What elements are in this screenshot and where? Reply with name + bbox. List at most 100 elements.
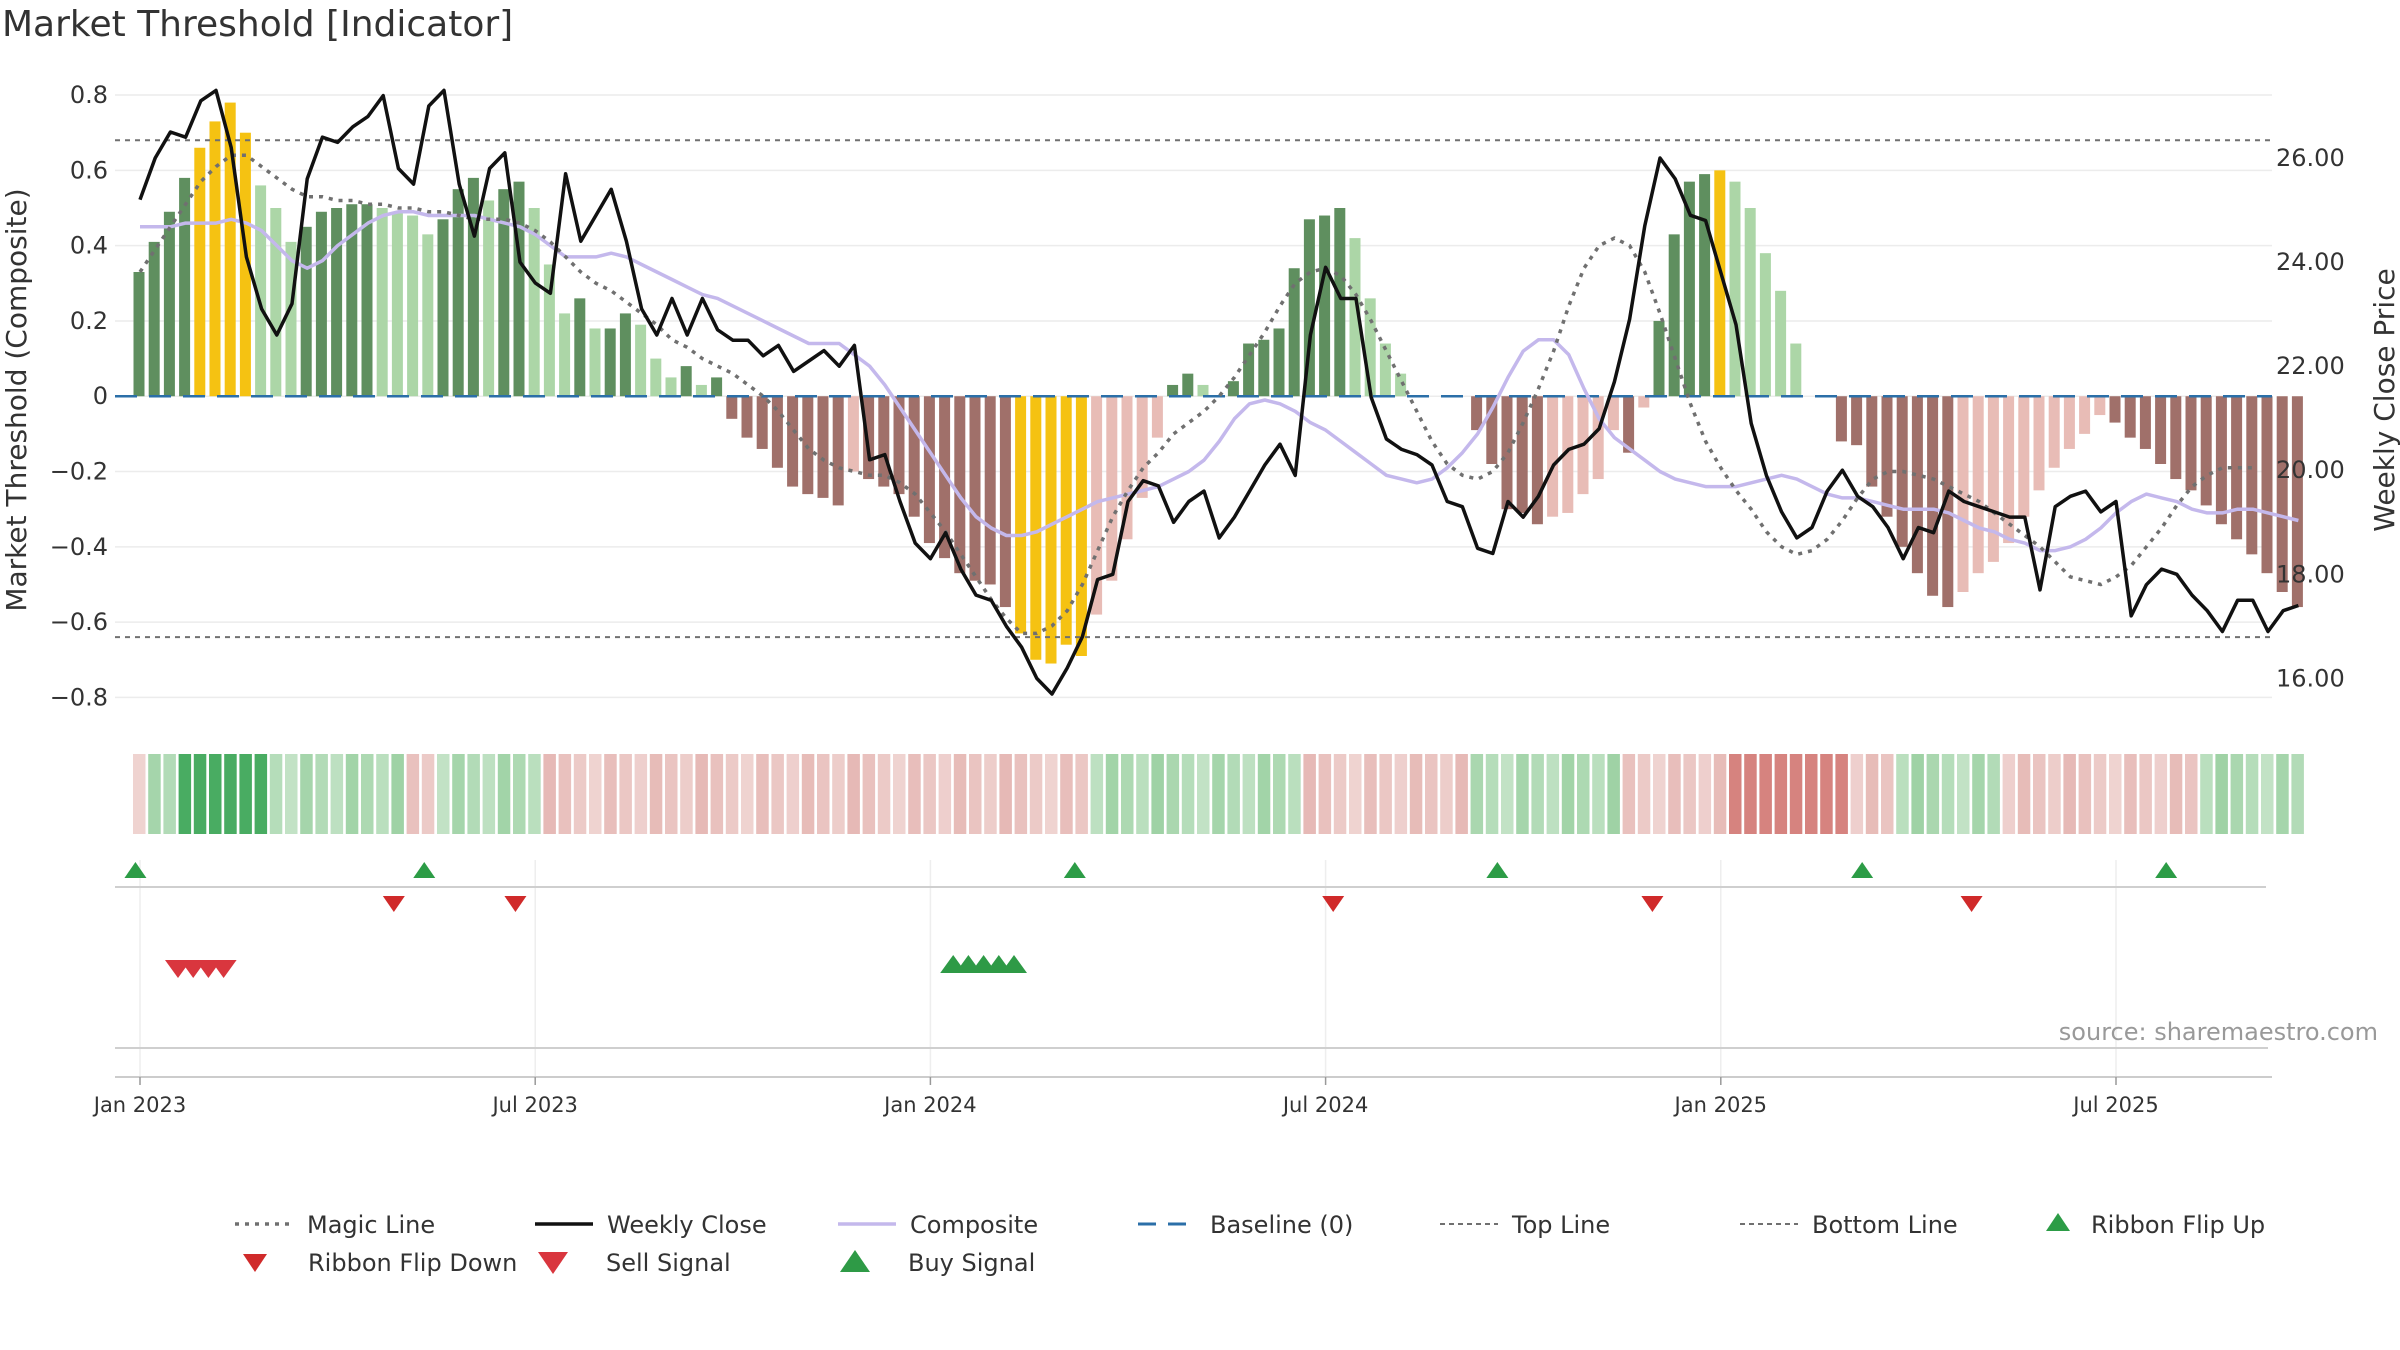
composite-bar [1896,396,1908,547]
ribbon-cell [452,754,465,834]
composite-bar [787,396,799,487]
composite-bar [452,189,464,397]
composite-bar [2018,396,2030,517]
composite-bar [1881,396,1893,517]
composite-bar [817,396,829,498]
composite-bar [999,396,1011,608]
ribbon-cell [1941,754,1955,834]
ribbon-cell [1349,754,1362,834]
ribbon-cell [1683,754,1696,834]
ribbon-cell [1896,754,1909,834]
source-annotation: source: sharemaestro.com [2059,1018,2378,1046]
ribbon-cell [2109,754,2122,834]
series-lines [138,88,2299,696]
composite-bar [285,241,297,397]
ribbon-flip-up-marker [1486,862,1509,878]
composite-bar [528,208,540,397]
x-axis: Jan 2023 Jul 2023 Jan 2024 Jul 2024 Jan 2025… [92,1076,2272,1117]
ribbon-cell [619,754,632,834]
composite-bar [148,241,160,397]
ribbon-cell [1820,754,1833,834]
composite-bar [984,396,996,585]
ribbon-cell [1759,754,1772,834]
composite-bar [2246,396,2258,555]
legend-label: Ribbon Flip Up [2091,1211,2265,1239]
legend-item: Baseline (0) [1138,1211,1353,1239]
composite-bar [407,215,419,397]
composite-bar [1653,320,1665,397]
ribbon-cell [558,754,572,834]
composite-bar [1607,396,1619,431]
composite-bar [574,298,586,397]
composite-bar [209,121,221,397]
legend-item: Magic Line [235,1211,435,1239]
ribbon-cell [1713,754,1727,834]
y-left-tick-label: 0.8 [70,81,108,109]
composite-bar [1501,396,1513,510]
composite-bar [1167,384,1179,397]
ribbon-cell [133,754,146,834]
composite-bar [543,264,555,397]
ribbon-cell [1865,754,1879,834]
ribbon-cell [1273,754,1286,834]
composite-bar [2033,396,2045,491]
composite-bar [1957,396,1969,592]
composite-bar [1334,208,1346,397]
ribbon-cell [1227,754,1240,834]
ribbon-cell [938,754,952,834]
ribbon-cell [1561,754,1575,834]
ribbon-cell [984,754,997,834]
composite-bar [1258,339,1270,397]
ribbon-cell [908,754,921,834]
composite-bar [680,366,692,397]
y-left-tick-label: 0.6 [70,156,108,184]
composite-bar [1091,396,1103,615]
ribbon-flip-up-marker [2155,862,2178,878]
ribbon-cell [2154,754,2168,834]
composite-bar [711,377,723,397]
composite-bar [1835,396,1847,442]
composite-bar [1683,181,1695,397]
ribbon-cell [1516,754,1529,834]
ribbon-cell [269,754,283,834]
ribbon-cell [1774,754,1788,834]
composite-bar [650,358,662,397]
composite-bar [2261,396,2273,574]
ribbon-cell [482,754,496,834]
y-right-tick-label: 20.00 [2276,456,2345,484]
composite-bar [133,272,145,397]
composite-bar [1136,396,1148,498]
ribbon-cell [1060,754,1073,834]
composite-bar [422,234,434,397]
ribbon-cell [1379,754,1392,834]
legend-item: Top Line [1440,1211,1610,1239]
composite-bar [1303,219,1315,397]
ribbon-cell [710,754,724,834]
ribbon-cell [1577,754,1590,834]
composite-bar [331,208,343,397]
ribbon-cell [1303,754,1316,834]
composite-bar [467,177,479,397]
ribbon-cell [877,754,891,834]
composite-bar [483,200,495,397]
composite-bar [756,396,768,449]
ribbon-cell [2093,754,2107,834]
composite-bar [604,328,616,397]
ribbon-cell [2078,754,2092,834]
ribbon-cell [1029,754,1043,834]
legend-swatch-sell [538,1252,568,1274]
composite-bar [863,396,875,480]
composite-bar [1349,238,1361,397]
composite-bar [315,211,327,397]
composite-bar [1942,396,1954,608]
composite-bar [2200,396,2212,506]
composite-bar [1075,396,1087,656]
ribbon-cell [1744,754,1757,834]
composite-bar [2139,396,2151,449]
ribbon-flip-up-marker [124,862,147,878]
composite-bar [1531,396,1543,525]
ribbon-cell [2063,754,2076,834]
legend: Magic Line Weekly Close Composite Baseline … [235,1211,2265,1277]
composite-bar [954,396,966,574]
